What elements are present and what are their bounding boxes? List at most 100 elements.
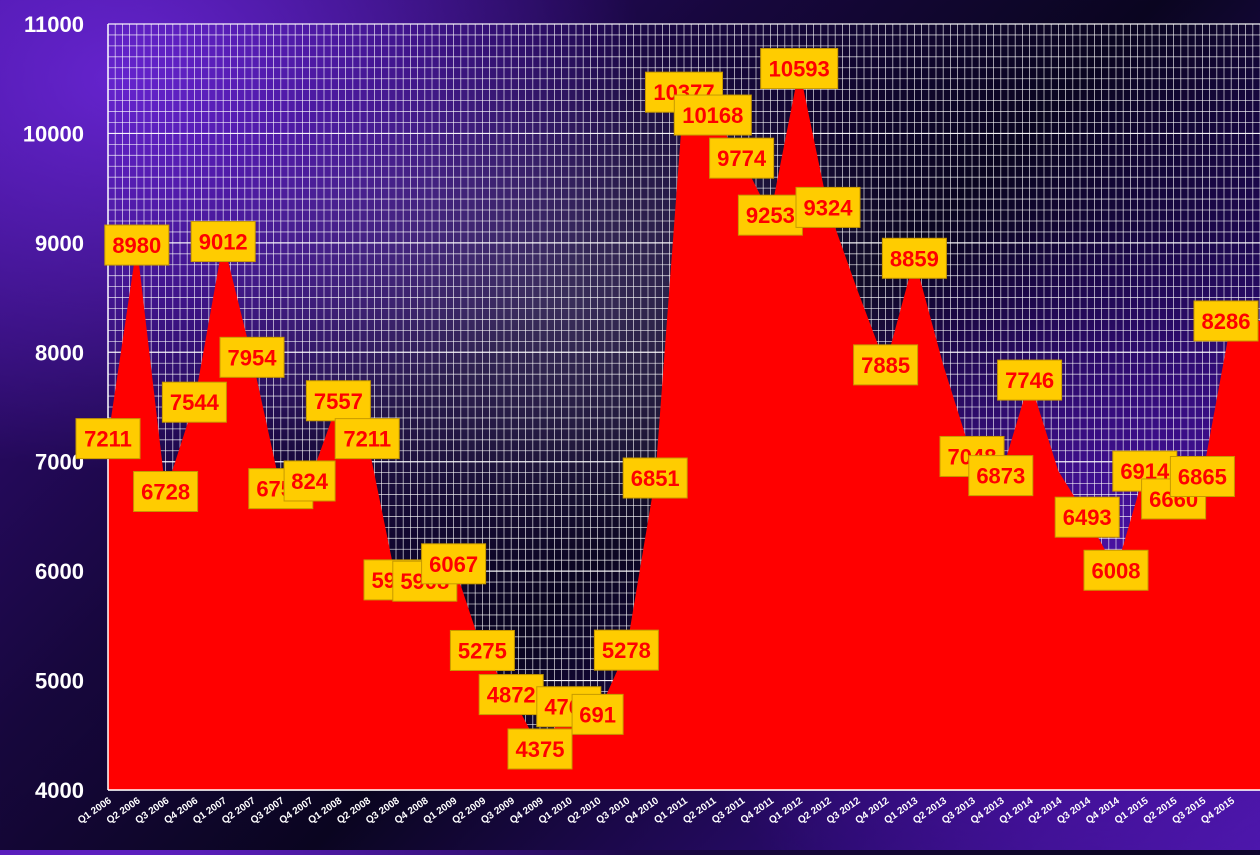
- y-tick-label: 9000: [35, 231, 84, 256]
- data-label: 824: [283, 460, 336, 502]
- data-label: 9012: [190, 221, 256, 263]
- data-label-box: [622, 457, 688, 499]
- y-tick-label: 5000: [35, 669, 84, 694]
- data-label: 7885: [853, 344, 919, 386]
- data-label-text: 9324: [804, 195, 854, 220]
- data-label-box: [507, 728, 573, 770]
- data-label: 7211: [334, 418, 400, 460]
- data-label-text: 9012: [199, 230, 248, 255]
- data-label-box: [334, 418, 400, 460]
- data-label-text: 10593: [769, 57, 830, 82]
- y-tick-label: 4000: [35, 778, 84, 803]
- data-label: 6067: [421, 543, 487, 585]
- data-label-box: [737, 194, 803, 236]
- data-label-text: 6873: [976, 464, 1025, 489]
- data-label: 8859: [881, 237, 947, 279]
- data-label-text: 7557: [314, 389, 363, 414]
- data-labels: 7211898067287544901279546754824755772115…: [75, 48, 1259, 770]
- data-label: 10168: [673, 94, 752, 136]
- data-label: 7954: [219, 336, 285, 378]
- y-tick-label: 8000: [35, 340, 84, 365]
- data-label-text: 8286: [1202, 309, 1251, 334]
- data-label: 9774: [709, 137, 775, 179]
- data-label-box: [593, 629, 659, 671]
- data-label-text: 5278: [602, 638, 651, 663]
- y-tick-label: 6000: [35, 559, 84, 584]
- area-fill: [108, 68, 1260, 791]
- data-label-text: 7544: [170, 390, 220, 415]
- data-label-text: 8859: [890, 246, 939, 271]
- data-label-box: [571, 693, 624, 735]
- data-label-box: [968, 455, 1034, 497]
- data-label-box: [760, 48, 839, 90]
- data-label-text: 7746: [1005, 368, 1054, 393]
- data-label: 5275: [449, 629, 515, 671]
- data-label-text: 6493: [1063, 505, 1112, 530]
- data-label-text: 4872: [487, 683, 536, 708]
- data-label-box: [673, 94, 752, 136]
- data-label: 6873: [968, 455, 1034, 497]
- data-label-box: [161, 381, 227, 423]
- data-label-text: 7211: [343, 427, 391, 452]
- data-label-box: [1193, 300, 1259, 342]
- data-label-text: 6067: [429, 552, 478, 577]
- data-label-box: [190, 221, 256, 263]
- data-label: 6008: [1083, 549, 1149, 591]
- data-label-text: 4375: [516, 737, 565, 762]
- data-label: 6865: [1169, 455, 1235, 497]
- data-label: 9253: [737, 194, 803, 236]
- data-label-box: [1169, 455, 1235, 497]
- data-label-text: 7954: [228, 345, 278, 370]
- data-label-box: [881, 237, 947, 279]
- data-label-text: 824: [291, 469, 328, 494]
- data-label: 691: [571, 693, 624, 735]
- data-label-box: [283, 460, 336, 502]
- axes: [107, 24, 1260, 791]
- data-label-text: 7211: [84, 427, 132, 452]
- data-label: 5278: [593, 629, 659, 671]
- data-label-box: [853, 344, 919, 386]
- data-label-box: [305, 380, 371, 422]
- data-label-box: [478, 674, 544, 716]
- y-tick-label: 11000: [24, 12, 84, 37]
- data-label: 8286: [1193, 300, 1259, 342]
- data-label-box: [219, 336, 285, 378]
- data-label-box: [133, 470, 199, 512]
- data-label-box: [709, 137, 775, 179]
- data-label: 7544: [161, 381, 227, 423]
- data-label-text: 9774: [717, 146, 767, 171]
- data-label-text: 6728: [141, 479, 190, 504]
- data-label: 7746: [997, 359, 1063, 401]
- data-label: 4872: [478, 674, 544, 716]
- data-label: 10593: [760, 48, 839, 90]
- data-label-box: [421, 543, 487, 585]
- data-label-text: 691: [579, 702, 616, 727]
- data-label-text: 6008: [1092, 558, 1141, 583]
- data-label: 7557: [305, 380, 371, 422]
- data-label-box: [997, 359, 1063, 401]
- data-label-box: [449, 629, 515, 671]
- data-label-box: [104, 224, 170, 266]
- data-label: 6851: [622, 457, 688, 499]
- data-label-text: 10168: [682, 103, 743, 128]
- data-label-box: [75, 418, 141, 460]
- data-label-box: [1083, 549, 1149, 591]
- data-label-text: 6851: [631, 466, 680, 491]
- data-label-box: [1054, 496, 1120, 538]
- data-label-text: 8980: [112, 233, 161, 258]
- area-series: [108, 68, 1260, 791]
- data-label: 7211: [75, 418, 141, 460]
- y-tick-label: 10000: [23, 121, 84, 146]
- data-label-text: 5275: [458, 638, 507, 663]
- data-label: 4375: [507, 728, 573, 770]
- data-label-box: [795, 186, 861, 228]
- data-label-text: 9253: [746, 203, 795, 228]
- data-label: 8980: [104, 224, 170, 266]
- data-label: 6493: [1054, 496, 1120, 538]
- data-label: 6728: [133, 470, 199, 512]
- data-label-text: 6865: [1178, 464, 1227, 489]
